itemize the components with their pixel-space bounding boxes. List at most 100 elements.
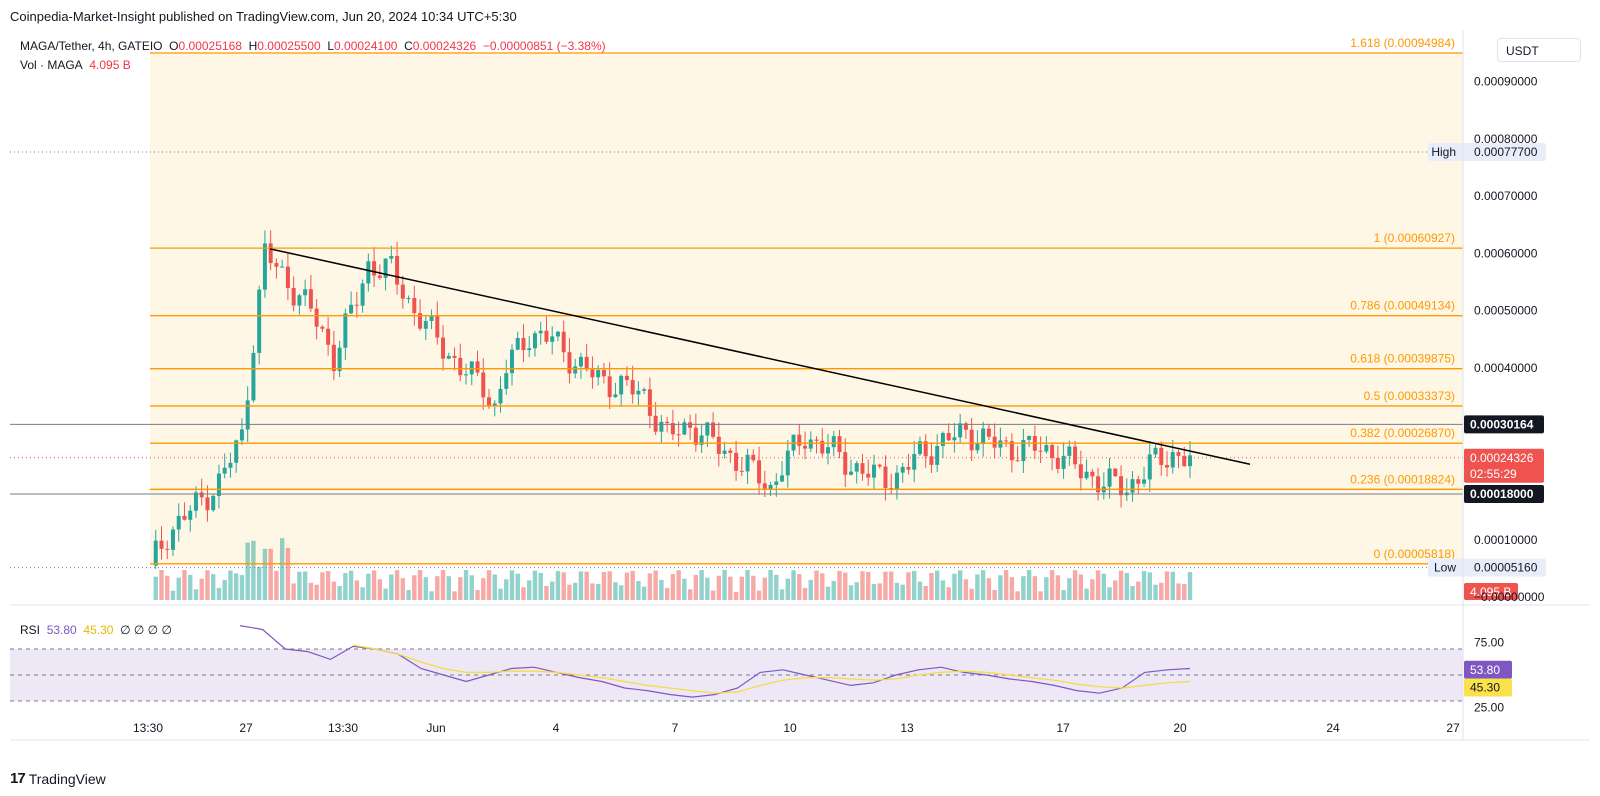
volume-bar [917,581,923,600]
volume-bar [641,586,647,600]
candle-body [349,304,354,314]
volume-bar [331,581,337,600]
volume-bar [1101,573,1107,600]
candle-body [1147,454,1152,480]
volume-bar [337,585,342,600]
volume-bar [820,573,825,600]
volume-bar [934,570,940,600]
candle-body [228,462,233,468]
volume-bar [1044,577,1049,600]
volume-tag [1464,583,1518,600]
volume-bar [630,570,635,600]
volume-bar [613,582,618,600]
candle-body [372,261,377,276]
candle-body [222,467,227,474]
candle-body [894,472,899,490]
marker-value: 0.00077700 [1474,145,1538,159]
candle-body [314,308,319,327]
candle-body [245,400,250,430]
candle-body [412,297,417,314]
candle-body [193,492,198,511]
price-tick-label: 0.00040000 [1474,361,1538,375]
candle-body [441,337,446,359]
volume-bars [153,538,1193,600]
volume-bar [998,575,1003,600]
level-tag [1464,485,1544,504]
volume-bar [1049,570,1055,600]
candle-body [406,297,411,299]
volume-bar [182,570,187,600]
volume-bar [1095,570,1101,600]
candle-body [952,437,957,441]
volume-bar [377,579,383,600]
volume-bar [1032,576,1038,600]
candle-body [400,284,405,299]
volume-bar [946,587,951,600]
candle-body [395,255,400,285]
candle-body [303,289,308,296]
time-tick-label: 17 [1056,721,1070,735]
volume-bar [400,578,406,600]
candle-body [165,548,170,550]
candle-body [544,330,549,342]
candle-body [969,429,974,451]
volume-label[interactable]: Vol · MAGA [20,58,83,72]
publisher-caption: Coinpedia-Market-Insight published on Tr… [10,9,517,24]
fibonacci-zones [150,53,1463,564]
volume-bar [791,570,796,600]
volume-bar [699,570,704,600]
candle-body [716,436,721,454]
volume-bar [923,585,928,600]
rsi-tick-label: 25.00 [1474,701,1504,715]
rsi-ma-line [352,644,1191,694]
candle-body [768,484,773,489]
volume-bar [1078,574,1084,600]
candle-body [423,320,428,329]
footer-brand[interactable]: 17 TradingView [10,770,106,787]
volume-bar [980,570,986,600]
candle-body [239,429,244,441]
time-tick-label: 10 [783,721,797,735]
close-label: C [404,39,413,53]
volume-bar [320,572,325,600]
candle-body [285,266,290,288]
volume-bar [814,570,819,600]
volume-bar [498,588,503,600]
volume-bar [245,542,250,600]
candle-body [1015,460,1020,462]
volume-bar [239,575,245,600]
candle-body [958,423,963,438]
candle-body [360,283,365,306]
rsi-label[interactable]: RSI [20,623,41,637]
volume-bar [986,578,992,600]
volume-bar [705,577,710,600]
volume-bar [1118,570,1124,600]
volume-bar [670,574,676,600]
volume-bar [343,572,348,600]
volume-bar [297,571,302,600]
candle-body [291,287,296,306]
currency-selector[interactable]: USDT [1497,38,1581,62]
candle-body [1009,441,1014,461]
volume-bar [733,591,739,600]
volume-bar [797,574,802,600]
candle-body [986,428,991,437]
volume-bar [199,578,204,600]
horizontal-lines: 0.00030164 0.00018000 High 0.00077700 Low 0.0… [10,143,1546,600]
volume-bar [854,582,859,600]
fib-label-0.786: 0.786 (0.00049134) [1350,299,1455,313]
candle-body [274,263,279,267]
volume-bar [952,573,957,600]
volume-bar [1187,572,1193,600]
volume-bar [768,570,773,600]
symbol-name[interactable]: MAGA/Tether, 4h, GATEIO [20,39,163,53]
candle-body [866,473,871,478]
volume-bar [1003,570,1009,600]
candle-body [1113,468,1118,477]
ohlc-legend: MAGA/Tether, 4h, GATEIO O0.00025168 H0.0… [20,39,606,53]
candle-body [843,452,848,475]
volume-bar [1090,579,1095,600]
candle-body [848,471,853,475]
candle-body [216,473,221,496]
